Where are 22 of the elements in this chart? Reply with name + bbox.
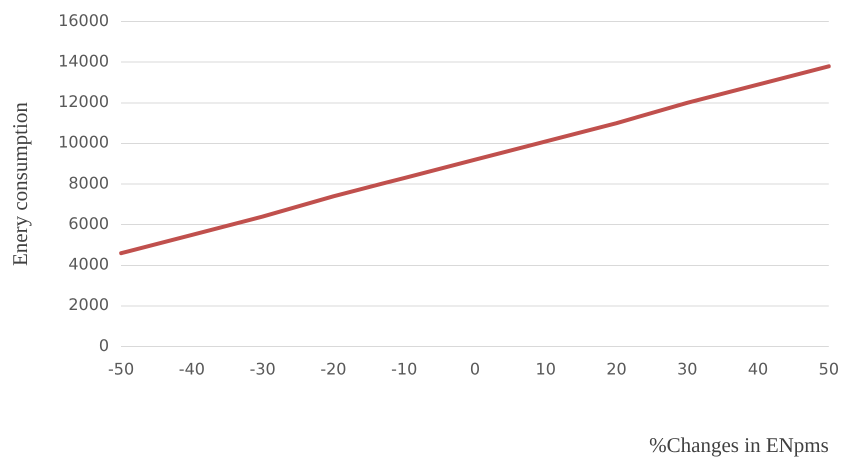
y-tick-label: 2000	[68, 295, 110, 314]
y-tick-label: 4000	[68, 254, 110, 274]
y-tick-label: 14000	[58, 51, 110, 70]
x-tick-label: -10	[391, 359, 418, 378]
x-tick-label: -50	[108, 359, 134, 378]
x-tick-label: 20	[606, 359, 627, 378]
x-axis-title: %Changes in ENpms	[649, 432, 829, 457]
x-tick-label: 50	[818, 359, 839, 378]
y-axis-title: Enery consumption	[8, 102, 32, 266]
x-tick-label: 10	[536, 359, 556, 378]
x-tick-label: 30	[677, 359, 698, 378]
x-tick-label: 0	[470, 359, 480, 378]
y-tick-label: 16000	[58, 10, 110, 30]
y-tick-label: 12000	[58, 92, 110, 112]
x-tick-label: -40	[178, 359, 205, 378]
y-tick-label: 6000	[68, 214, 110, 233]
x-tick-label: 40	[748, 359, 768, 378]
y-tick-label: 10000	[58, 132, 110, 152]
y-tick-label: 8000	[68, 173, 110, 192]
x-tick-label: -20	[320, 359, 346, 378]
y-tick-label: 0	[98, 336, 110, 355]
x-tick-label: -30	[250, 359, 276, 378]
